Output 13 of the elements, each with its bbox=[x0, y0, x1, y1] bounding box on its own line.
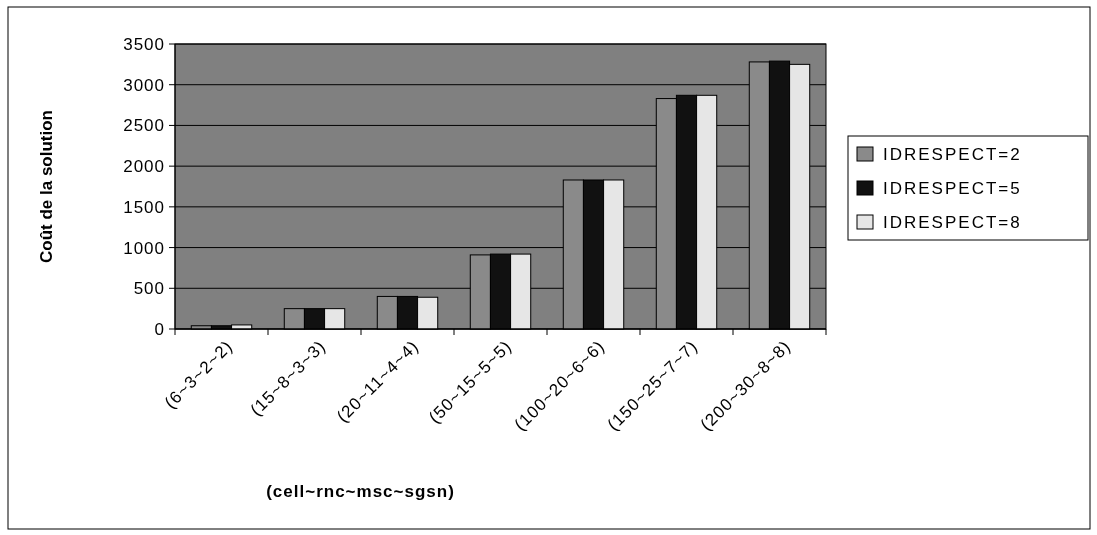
x-axis-title: (cell~rnc~msc~sgsn) bbox=[266, 482, 455, 501]
y-tick-label: 3500 bbox=[123, 34, 165, 54]
y-tick-label: 1500 bbox=[123, 197, 165, 217]
y-tick-label: 1000 bbox=[123, 238, 165, 258]
legend-label: IDRESPECT=5 bbox=[883, 178, 1022, 198]
y-tick-label: 500 bbox=[133, 279, 165, 299]
y-axis-title: Coût de la solution bbox=[37, 110, 56, 263]
y-tick-label: 2000 bbox=[123, 157, 165, 177]
legend-label: IDRESPECT=2 bbox=[883, 144, 1022, 164]
y-tick-label: 0 bbox=[154, 319, 165, 339]
legend-label: IDRESPECT=8 bbox=[883, 212, 1022, 232]
y-tick-label: 3000 bbox=[123, 75, 165, 95]
y-tick-label: 2500 bbox=[123, 116, 165, 136]
